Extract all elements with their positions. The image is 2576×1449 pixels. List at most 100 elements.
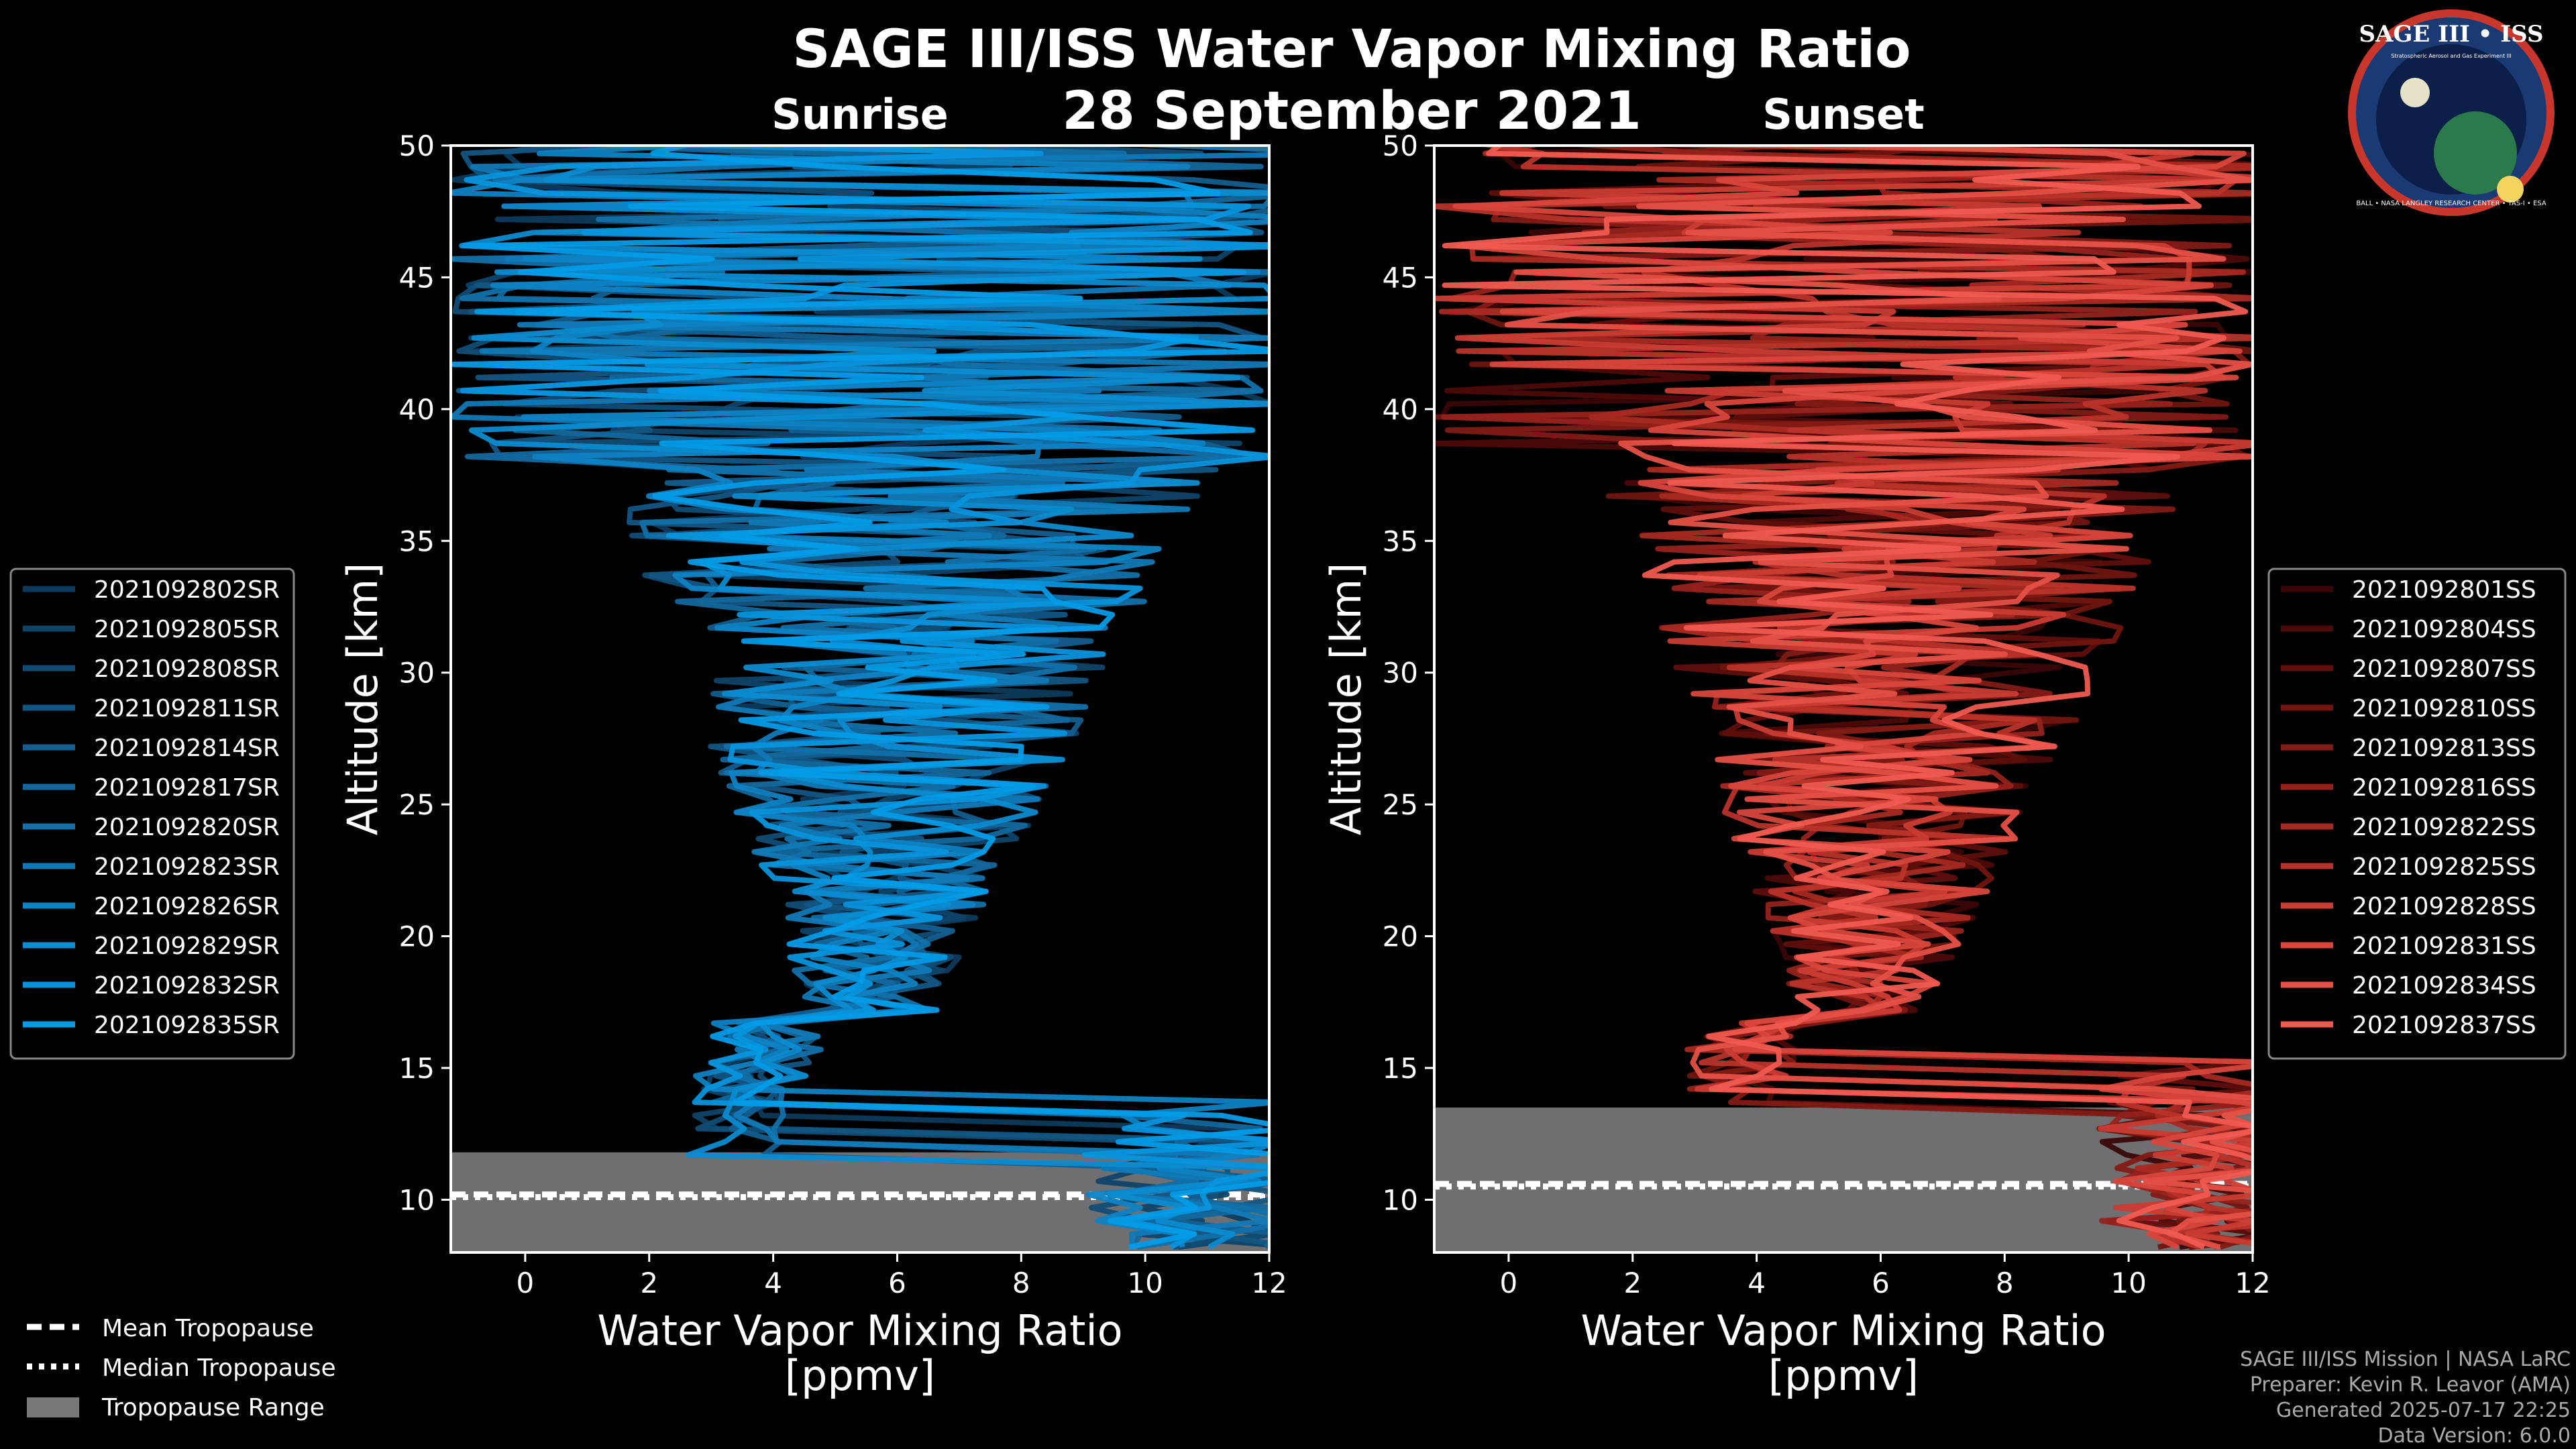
legend-label: 2021092822SS — [2352, 814, 2536, 841]
y-tick-label: 10 — [1383, 1183, 1418, 1216]
legend-label: 2021092813SS — [2352, 735, 2536, 762]
credit-mission: SAGE III/ISS Mission | NASA LaRC — [2240, 1348, 2571, 1371]
legend-label: 2021092816SS — [2352, 774, 2536, 802]
x-tick-label: 6 — [888, 1267, 906, 1299]
y-tick-label: 30 — [1383, 657, 1418, 690]
legend-label: 2021092805SR — [94, 616, 280, 643]
credit-generated: Generated 2025-07-17 22:25 — [2276, 1399, 2571, 1422]
sunset-xlabel-line2: [ppmv] — [1768, 1351, 1919, 1400]
sunrise-xlabel-line1: Water Vapor Mixing Ratio — [597, 1306, 1122, 1355]
legend-label: 2021092835SR — [94, 1012, 280, 1039]
legend-label: 2021092801SS — [2352, 576, 2536, 604]
y-tick-label: 35 — [1383, 525, 1418, 557]
x-tick-label: 4 — [1748, 1267, 1766, 1299]
legend-label: 2021092825SS — [2352, 853, 2536, 881]
legend-label: 2021092820SR — [94, 814, 280, 841]
legend-label: 2021092826SR — [94, 893, 280, 920]
legend-label: 2021092811SR — [94, 695, 280, 722]
y-tick-label: 30 — [399, 657, 435, 690]
y-tick-label: 15 — [399, 1052, 435, 1085]
date-title: 28 September 2021 — [1062, 81, 1642, 142]
legend-label: 2021092804SS — [2352, 616, 2536, 643]
credit-version: Data Version: 6.0.0 — [2378, 1424, 2571, 1448]
sunset-ylabel: Altitude [km] — [1322, 563, 1371, 836]
legend-label: 2021092828SS — [2352, 893, 2536, 920]
x-tick-label: 10 — [2110, 1267, 2146, 1299]
logo-ring-text: BALL • NASA LANGLEY RESEARCH CENTER • TA… — [2356, 200, 2546, 207]
y-tick-label: 15 — [1383, 1052, 1418, 1085]
sunrise-xlabel-line2: [ppmv] — [785, 1351, 935, 1400]
y-tick-label: 20 — [399, 920, 435, 953]
logo-subtitle: Stratospheric Aerosol and Gas Experiment… — [2391, 53, 2511, 59]
logo-title: SAGE III • ISS — [2359, 21, 2543, 48]
x-tick-label: 8 — [1996, 1267, 2014, 1299]
sunset-panel: 0 2 4 6 8 10 12 10 15 20 25 30 35 40 45 50 Altitude [km… — [1322, 129, 2271, 1400]
y-tick-label: 40 — [399, 393, 435, 426]
sunrise-plot-frame — [449, 144, 1271, 1254]
legend-label: 2021092807SS — [2352, 655, 2536, 683]
legend-frame — [9, 568, 295, 1060]
logo-moon-icon — [2400, 78, 2430, 107]
x-tick-label: 2 — [640, 1267, 658, 1299]
tropopause-range-label: Tropopause Range — [101, 1394, 325, 1421]
y-tick-label: 50 — [1383, 129, 1418, 162]
y-tick-label: 45 — [399, 261, 435, 294]
y-tick-label: 35 — [399, 525, 435, 557]
sunrise-ylabel: Altitude [km] — [338, 563, 387, 836]
x-tick-label: 0 — [517, 1267, 535, 1299]
y-tick-label: 20 — [1383, 920, 1418, 953]
mean-tropopause-label: Mean Tropopause — [102, 1315, 314, 1342]
sunset-ticks: 0 2 4 6 8 10 12 10 15 20 25 30 35 40 45 50 — [1383, 129, 2271, 1299]
legend-frame — [2267, 568, 2567, 1060]
legend-label: 2021092823SR — [94, 853, 280, 881]
sunrise-legend: 2021092802SR 2021092805SR 2021092808SR 2021… — [9, 568, 295, 1060]
sunrise-ticks: 0 2 4 6 8 10 12 10 15 20 25 30 35 40 45 50 — [399, 129, 1287, 1299]
sunrise-panel: 0 2 4 6 8 10 12 10 15 20 25 30 35 40 45 50 Altitude [km… — [338, 129, 1287, 1400]
x-tick-label: 4 — [764, 1267, 782, 1299]
legend-label: 2021092837SS — [2352, 1012, 2536, 1039]
legend-label: 2021092834SS — [2352, 972, 2536, 1000]
sunset-subtitle: Sunset — [1762, 90, 1925, 139]
sunset-profiles — [1434, 146, 2253, 1250]
sunset-plot-frame — [1433, 144, 2254, 1254]
legend-label: 2021092808SR — [94, 655, 280, 683]
y-tick-label: 25 — [1383, 788, 1418, 821]
sunrise-profiles — [451, 146, 1269, 1250]
profile-2021092826SR — [451, 146, 1269, 1248]
x-tick-label: 2 — [1623, 1267, 1642, 1299]
y-tick-label: 50 — [399, 129, 435, 162]
profile-2021092837SS — [1442, 146, 2253, 1250]
profile-2021092835SR — [451, 146, 1269, 1250]
sunset-legend: 2021092801SS 2021092804SS 2021092807SS 2021… — [2267, 568, 2567, 1060]
x-tick-label: 8 — [1012, 1267, 1030, 1299]
logo-sun-icon — [2497, 176, 2524, 203]
legend-label: 2021092817SR — [94, 774, 280, 802]
profile-2021092828SS — [1434, 146, 2253, 1246]
sunrise-subtitle: Sunrise — [771, 90, 949, 139]
y-tick-label: 40 — [1383, 393, 1418, 426]
sage-iss-logo: SAGE III • ISS Stratospheric Aerosol and… — [2348, 9, 2555, 216]
legend-label: 2021092810SS — [2352, 695, 2536, 722]
y-tick-label: 10 — [399, 1183, 435, 1216]
main-title: SAGE III/ISS Water Vapor Mixing Ratio — [792, 19, 1911, 80]
legend-label: 2021092832SR — [94, 972, 280, 1000]
y-tick-label: 25 — [399, 788, 435, 821]
x-tick-label: 10 — [1127, 1267, 1163, 1299]
tropopause-legend: Mean Tropopause Median Tropopause Tropop… — [27, 1315, 336, 1421]
legend-label: 2021092829SR — [94, 932, 280, 960]
median-tropopause-label: Median Tropopause — [102, 1354, 336, 1382]
x-tick-label: 12 — [1251, 1267, 1287, 1299]
tropopause-range-swatch — [27, 1397, 79, 1417]
y-tick-label: 45 — [1383, 261, 1418, 294]
x-tick-label: 6 — [1872, 1267, 1890, 1299]
logo-earth-icon — [2434, 111, 2517, 195]
x-tick-label: 12 — [2235, 1267, 2270, 1299]
sunset-xlabel-line1: Water Vapor Mixing Ratio — [1580, 1306, 2106, 1355]
credit-preparer: Preparer: Kevin R. Leavor (AMA) — [2250, 1373, 2571, 1397]
x-tick-label: 0 — [1500, 1267, 1518, 1299]
legend-label: 2021092814SR — [94, 735, 280, 762]
legend-label: 2021092831SS — [2352, 932, 2536, 960]
legend-label: 2021092802SR — [94, 576, 280, 604]
profile-2021092834SS — [1504, 146, 2253, 1250]
